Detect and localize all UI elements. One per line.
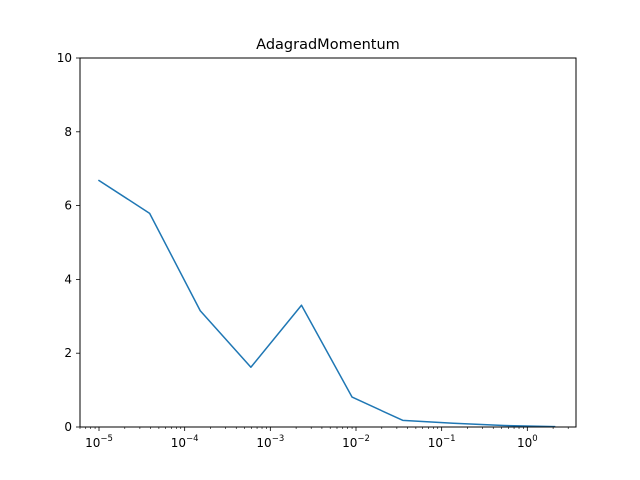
x-tick-label: 100 <box>517 434 538 450</box>
x-tick-label: 10−3 <box>256 434 284 450</box>
x-tick-label: 10−2 <box>342 434 370 450</box>
chart-title: AdagradMomentum <box>256 37 400 53</box>
y-tick-label: 6 <box>64 199 72 213</box>
plot-area: 10−5 10−4 10−3 10−2 10−1 100 0 2 4 6 8 10 <box>57 51 569 450</box>
x-tick-label: 10−4 <box>171 434 199 450</box>
y-tick-label: 0 <box>64 420 72 434</box>
axes-frame <box>79 57 577 428</box>
series-line <box>97 179 556 428</box>
y-tick-label: 2 <box>64 346 72 360</box>
y-tick-label: 8 <box>64 125 72 139</box>
x-tick-label: 10−1 <box>428 434 456 450</box>
y-tick-label: 4 <box>64 272 72 286</box>
y-tick-label: 10 <box>57 51 72 65</box>
x-tick-label: 10−5 <box>85 434 113 450</box>
